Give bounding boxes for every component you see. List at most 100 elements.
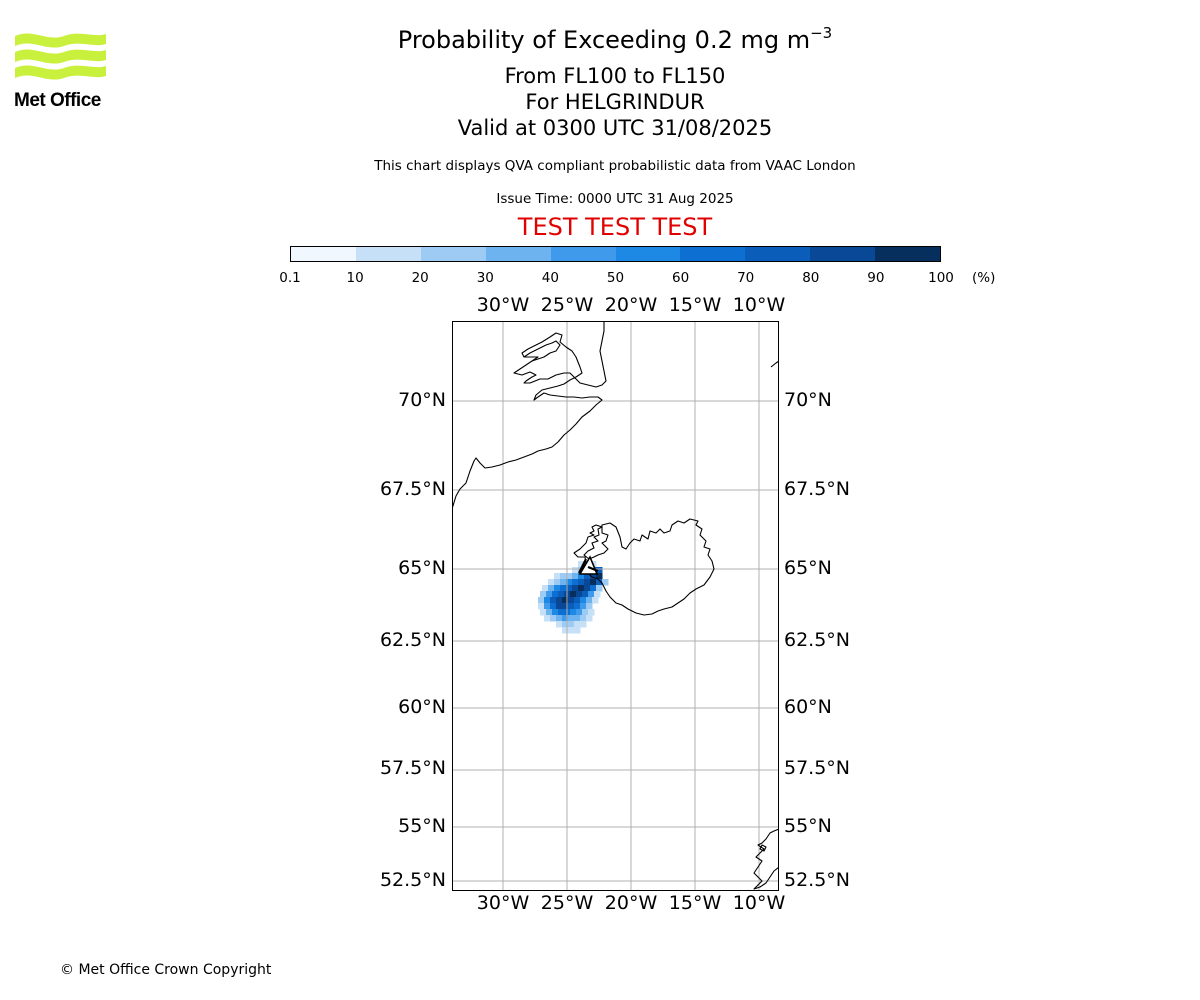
plume-cell: [558, 591, 565, 598]
plume-cell: [596, 585, 603, 592]
plume-cell: [594, 591, 601, 598]
plume-cell: [578, 561, 585, 568]
plume-cell: [572, 579, 579, 586]
issue-time: Issue Time: 0000 UTC 31 Aug 2025: [496, 191, 734, 207]
plume-cell: [556, 621, 563, 628]
plume-cell: [546, 591, 553, 598]
plume-cell: [548, 585, 555, 592]
plume-cell: [574, 627, 581, 634]
longitude-label-bottom: 30°W: [476, 892, 530, 914]
colorbar-segment: [355, 247, 421, 261]
plume-cell: [572, 573, 579, 580]
plume-cell: [554, 579, 561, 586]
chart-title: Probability of Exceeding 0.2 mg m−3: [397, 24, 833, 54]
plume-cell: [586, 603, 593, 610]
latitude-label-left: 60°N: [398, 696, 446, 718]
plume-cell: [542, 585, 549, 592]
colorbar-tick-label: 100: [928, 270, 954, 286]
plume-cell: [568, 603, 575, 610]
plume-cell: [590, 573, 597, 580]
met-office-logo: [15, 33, 106, 80]
plume-cell: [590, 579, 597, 586]
plume-cell: [548, 579, 555, 586]
plume-cell: [580, 603, 587, 610]
plume-cell: [578, 585, 585, 592]
plume-cell: [580, 621, 587, 628]
greenland-coast-inner: [523, 340, 561, 362]
plume-cell: [546, 609, 553, 616]
plume-cell: [550, 615, 557, 622]
plume-cell: [574, 621, 581, 628]
latitude-label-right: 62.5°N: [784, 629, 851, 651]
plume-cell: [602, 579, 609, 586]
scotland-coast: [753, 828, 779, 890]
colorbar-segment: [745, 247, 811, 261]
plume-cell: [588, 591, 595, 598]
colorbar-segment: [810, 247, 876, 261]
plume-cell: [560, 579, 567, 586]
plume-cell: [550, 603, 557, 610]
latitude-label-left: 57.5°N: [379, 757, 446, 779]
longitude-label-top: 30°W: [476, 294, 530, 316]
plume-cell: [554, 573, 561, 580]
valid-time: Valid at 0300 UTC 31/08/2025: [457, 116, 773, 140]
colorbar-tick-label: 30: [476, 270, 494, 286]
plume-cell: [588, 609, 595, 616]
colorbar-segment: [291, 247, 356, 261]
plume-cell: [584, 579, 591, 586]
plume-cell: [576, 591, 583, 598]
plume-cell: [578, 579, 585, 586]
plume-cell: [568, 597, 575, 604]
colorbar-segment: [550, 247, 616, 261]
plume-cell: [556, 603, 563, 610]
colorbar-segment: [485, 247, 551, 261]
map-panel: [452, 321, 779, 891]
latitude-label-left: 62.5°N: [379, 629, 446, 651]
latitude-label-right: 60°N: [784, 696, 832, 718]
plume-cell: [556, 597, 563, 604]
plume-cell: [544, 615, 551, 622]
chart-description: This chart displays QVA compliant probab…: [374, 158, 856, 174]
latitude-label-left: 70°N: [398, 389, 446, 411]
longitude-label-top: 10°W: [732, 294, 786, 316]
longitude-label-top: 25°W: [540, 294, 594, 316]
colorbar-unit: (%): [972, 270, 996, 286]
colorbar-segment: [875, 247, 941, 261]
plume-cell: [582, 609, 589, 616]
colorbar-tick-label: 0.1: [279, 270, 301, 286]
test-banner: TEST TEST TEST: [517, 213, 713, 241]
colorbar-tick-label: 10: [346, 270, 364, 286]
plume-cell: [562, 621, 569, 628]
plume-cell: [540, 591, 547, 598]
plume-cell: [574, 615, 581, 622]
plume-cell: [566, 573, 573, 580]
plume-cell: [586, 597, 593, 604]
colorbar: [290, 246, 941, 262]
longitude-label-top: 15°W: [668, 294, 722, 316]
plume-cell: [552, 591, 559, 598]
map-frame: [452, 321, 779, 891]
plume-cell: [596, 567, 603, 574]
colorbar-tick-label: 60: [672, 270, 690, 286]
graticule: [452, 321, 779, 891]
latitude-label-right: 65°N: [784, 557, 832, 579]
volcano-marker-icon: [578, 555, 599, 575]
hebrides: [759, 844, 767, 852]
plume-cell: [538, 597, 545, 604]
colorbar-segment: [680, 247, 746, 261]
colorbar-segment: [420, 247, 486, 261]
longitude-label-bottom: 15°W: [668, 892, 722, 914]
plume-cell: [592, 597, 599, 604]
plume-cell: [558, 609, 565, 616]
volcano-name: For HELGRINDUR: [525, 90, 705, 114]
latitude-label-left: 65°N: [398, 557, 446, 579]
plume-cell: [570, 591, 577, 598]
plume-cell: [574, 597, 581, 604]
colorbar-tick-label: 20: [411, 270, 429, 286]
colorbar-tick-label: 70: [737, 270, 755, 286]
colorbar-tick-label: 50: [606, 270, 625, 286]
longitude-label-bottom: 20°W: [604, 892, 658, 914]
plume-cell: [554, 585, 561, 592]
plume-cell: [582, 591, 589, 598]
latitude-label-right: 52.5°N: [784, 869, 851, 891]
